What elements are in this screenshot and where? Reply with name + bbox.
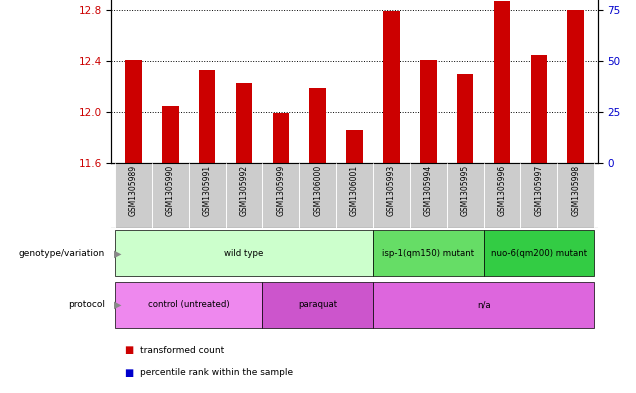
Text: genotype/variation: genotype/variation <box>18 249 105 258</box>
Text: GSM1305995: GSM1305995 <box>460 165 469 216</box>
Bar <box>263 281 373 328</box>
Bar <box>520 163 557 228</box>
Bar <box>494 1 510 163</box>
Text: GSM1306001: GSM1306001 <box>350 165 359 216</box>
Bar <box>373 230 483 277</box>
Bar <box>162 106 179 163</box>
Text: n/a: n/a <box>477 300 490 309</box>
Bar <box>446 163 483 228</box>
Bar <box>420 60 436 163</box>
Bar <box>189 163 226 228</box>
Text: percentile rank within the sample: percentile rank within the sample <box>140 368 293 377</box>
Bar <box>383 11 399 163</box>
Bar <box>567 10 584 163</box>
Bar <box>115 230 373 277</box>
Bar <box>199 70 216 163</box>
Text: control (untreated): control (untreated) <box>148 300 230 309</box>
Bar <box>115 163 152 228</box>
Bar <box>557 163 594 228</box>
Text: isp-1(qm150) mutant: isp-1(qm150) mutant <box>382 249 474 258</box>
Bar <box>373 163 410 228</box>
Bar <box>530 55 547 163</box>
Bar <box>483 230 594 277</box>
Bar <box>273 113 289 163</box>
Text: ▶: ▶ <box>114 248 121 259</box>
Bar <box>310 88 326 163</box>
Text: GSM1305997: GSM1305997 <box>534 165 543 216</box>
Bar <box>125 60 142 163</box>
Bar <box>263 163 300 228</box>
Text: GSM1305991: GSM1305991 <box>203 165 212 216</box>
Bar <box>336 163 373 228</box>
Bar <box>115 281 263 328</box>
Text: ■: ■ <box>124 345 134 355</box>
Text: GSM1305998: GSM1305998 <box>571 165 580 216</box>
Text: GSM1306000: GSM1306000 <box>313 165 322 216</box>
Text: paraquat: paraquat <box>298 300 337 309</box>
Text: GSM1305996: GSM1305996 <box>497 165 506 216</box>
Text: GSM1305999: GSM1305999 <box>277 165 286 216</box>
Text: GSM1305989: GSM1305989 <box>129 165 138 216</box>
Text: GSM1305990: GSM1305990 <box>166 165 175 216</box>
Text: ■: ■ <box>124 368 134 378</box>
Text: nuo-6(qm200) mutant: nuo-6(qm200) mutant <box>491 249 587 258</box>
Bar <box>346 130 363 163</box>
Bar <box>152 163 189 228</box>
Bar <box>226 163 263 228</box>
Bar <box>236 83 252 163</box>
Bar <box>410 163 446 228</box>
Bar <box>483 163 520 228</box>
Text: GSM1305993: GSM1305993 <box>387 165 396 216</box>
Bar <box>373 281 594 328</box>
Text: GSM1305992: GSM1305992 <box>240 165 249 216</box>
Text: protocol: protocol <box>68 300 105 309</box>
Bar <box>457 73 473 163</box>
Text: GSM1305994: GSM1305994 <box>424 165 432 216</box>
Text: transformed count: transformed count <box>140 346 224 355</box>
Text: ▶: ▶ <box>114 299 121 310</box>
Text: wild type: wild type <box>225 249 264 258</box>
Bar <box>300 163 336 228</box>
